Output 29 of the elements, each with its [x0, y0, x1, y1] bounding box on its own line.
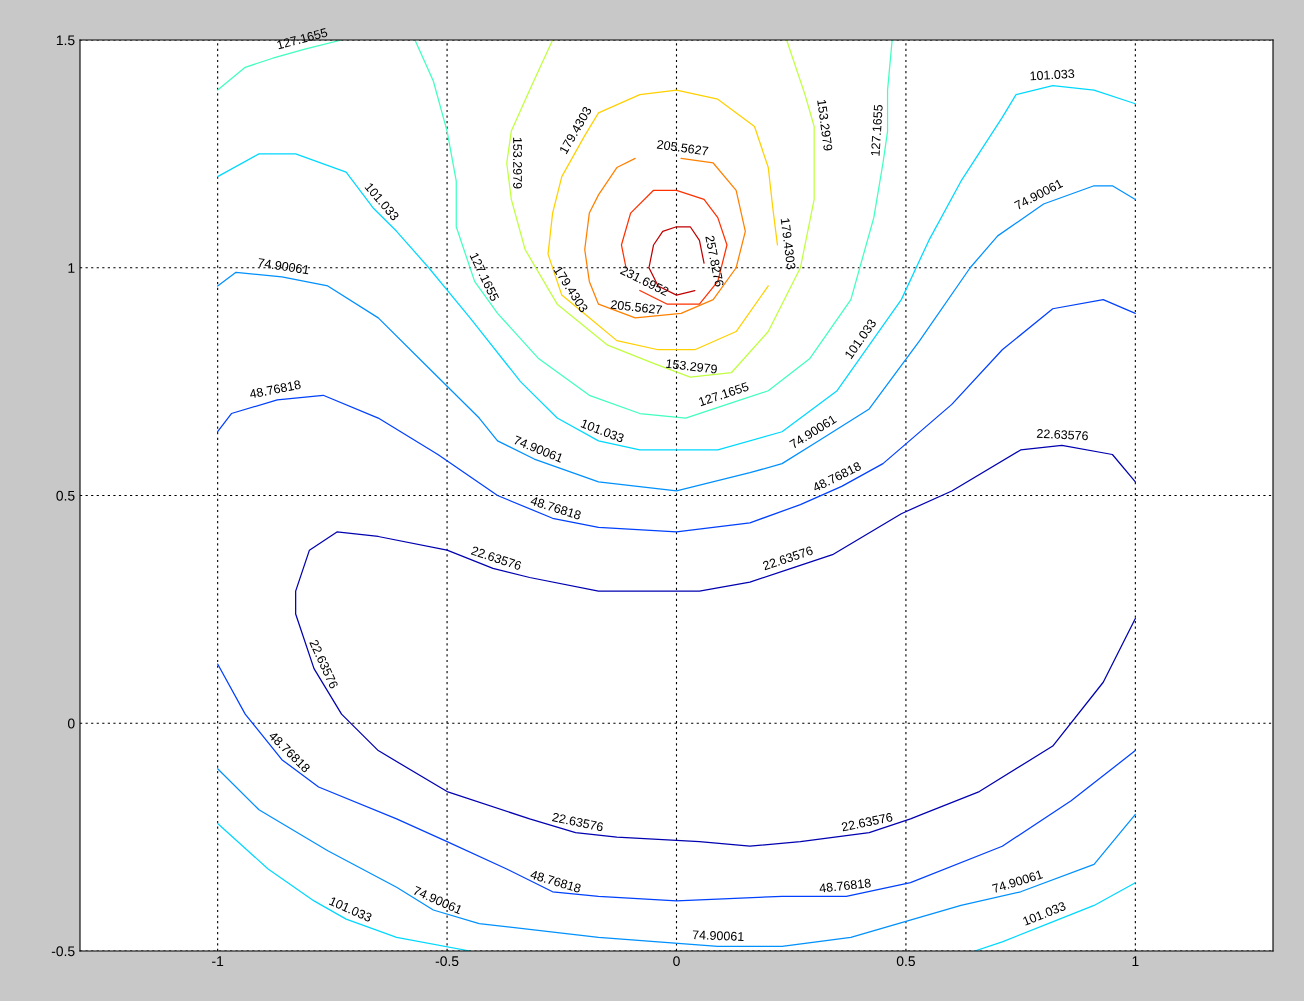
annotation: 22.63576	[551, 812, 604, 832]
y-tick-label: -0.5	[51, 946, 75, 957]
annotation: 153.2979	[513, 137, 522, 189]
line-series	[547, 89, 779, 351]
annotation: 127.1655	[870, 104, 883, 156]
x-tick-label: -0.5	[435, 956, 459, 967]
annotation: 153.2979	[666, 359, 718, 374]
annotation: 205.5627	[610, 299, 663, 315]
y-tick-label: 1	[68, 263, 75, 273]
annotation: 22.63576	[1036, 428, 1089, 441]
annotation: 127.1655	[276, 27, 328, 50]
y-tick-label: 0	[67, 718, 75, 729]
annotation: 22.63576	[841, 812, 893, 832]
annotation: 179.4303	[780, 218, 796, 270]
annotation: 48.76818	[249, 379, 302, 399]
annotation: 153.2979	[817, 99, 833, 151]
line-series	[506, 40, 815, 378]
annotation: 48.76818	[819, 878, 871, 893]
x-tick-label: 0.5	[896, 956, 915, 967]
x-tick-label: 1	[1132, 956, 1139, 966]
annotation: 205.5627	[656, 139, 709, 156]
x-tick-label: 0	[673, 956, 680, 967]
y-tick-label: 0.5	[56, 490, 75, 501]
annotation: 74.90061	[257, 258, 310, 275]
annotation: 101.033	[1030, 69, 1075, 81]
annotation: 257.8276	[705, 235, 724, 287]
x-tick-label: -1	[212, 956, 224, 966]
y-tick-label: 1.5	[56, 35, 75, 46]
annotation: 74.90061	[692, 930, 744, 942]
